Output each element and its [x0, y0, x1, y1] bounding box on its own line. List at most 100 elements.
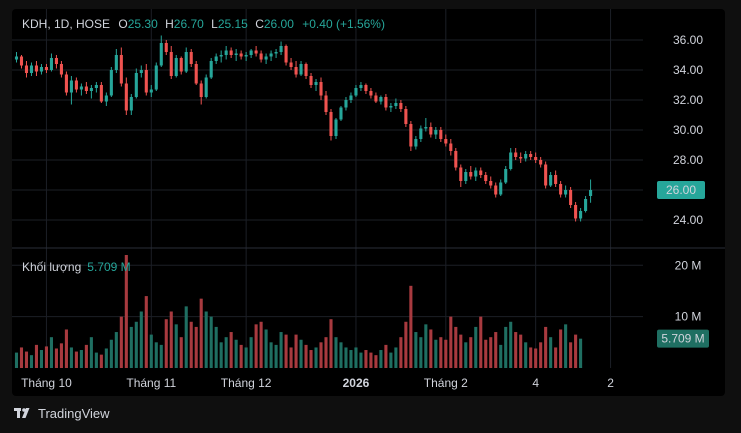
- candle-body: [489, 181, 493, 186]
- volume-bar: [294, 334, 298, 368]
- volume-bar: [419, 337, 423, 368]
- candle: [289, 58, 293, 70]
- high-label: H: [165, 17, 174, 31]
- volume-bar: [149, 334, 153, 368]
- volume-bar: [109, 339, 113, 368]
- candle: [184, 47, 188, 73]
- candle-body: [119, 55, 123, 84]
- candle: [449, 139, 453, 156]
- candle: [364, 83, 368, 94]
- volume-bar: [234, 339, 238, 368]
- volume-bar: [99, 354, 103, 368]
- volume-bar: [124, 255, 128, 368]
- candle-body: [449, 143, 453, 151]
- volume-bar: [114, 332, 118, 368]
- candle: [254, 46, 258, 57]
- candle-body: [569, 190, 573, 205]
- candle-body: [74, 80, 78, 90]
- candle: [114, 49, 118, 73]
- volume-bar: [224, 337, 228, 368]
- candle: [379, 95, 383, 105]
- candle: [249, 49, 253, 58]
- candle: [169, 46, 173, 79]
- candle: [394, 98, 398, 109]
- price-tick-label: 24.00: [673, 213, 703, 227]
- candle: [259, 50, 263, 63]
- candle-body: [244, 55, 248, 57]
- candle: [154, 62, 158, 91]
- candle: [489, 176, 493, 189]
- candle: [374, 92, 378, 103]
- candle: [319, 77, 323, 100]
- time-tick-label: Tháng 2: [424, 376, 468, 390]
- volume-bar: [514, 332, 518, 368]
- volume-bar: [424, 324, 428, 368]
- candle-body: [399, 103, 403, 109]
- candle-body: [59, 64, 63, 75]
- candle-body: [164, 43, 168, 52]
- candle: [204, 74, 208, 99]
- volume-bar: [94, 352, 98, 368]
- volume-bar: [524, 342, 528, 368]
- candle: [504, 166, 508, 184]
- candle: [424, 118, 428, 132]
- candle-body: [444, 139, 448, 144]
- volume-axis[interactable]: 20 M 10 M: [675, 258, 702, 323]
- tradingview-wordmark: TradingView: [38, 405, 110, 421]
- candle: [49, 53, 53, 72]
- candle-body: [259, 53, 263, 60]
- candle-body: [529, 154, 533, 157]
- candle-body: [359, 85, 363, 88]
- volume-bar: [544, 326, 548, 368]
- volume-bar: [274, 344, 278, 368]
- volume-bar: [189, 321, 193, 368]
- branding-footer[interactable]: TradingView: [14, 403, 110, 423]
- candle: [194, 61, 198, 85]
- volume-bar: [479, 316, 483, 368]
- low-label: L: [211, 17, 218, 31]
- candle: [444, 134, 448, 147]
- candle: [399, 100, 403, 112]
- candle-body: [219, 55, 223, 57]
- candle: [144, 64, 148, 96]
- candle-body: [174, 58, 178, 76]
- volume-bar: [339, 342, 343, 368]
- candle: [84, 82, 88, 94]
- candle: [149, 85, 153, 97]
- symbol-label[interactable]: KDH, 1D, HOSE: [22, 17, 111, 31]
- candle-body: [499, 182, 503, 195]
- volume-bar: [184, 306, 188, 368]
- candle-body: [479, 170, 483, 175]
- volume-bar: [139, 311, 143, 368]
- volume-bar: [509, 321, 513, 368]
- candle-body: [379, 97, 383, 102]
- volume-label[interactable]: Khối lượng: [22, 260, 82, 274]
- candle: [539, 157, 543, 168]
- chart-canvas[interactable]: 36.00 34.00 32.00 30.00 28.00 26.00 24.00 20 M…: [12, 9, 725, 396]
- candle-body: [374, 95, 378, 102]
- candle: [349, 92, 353, 103]
- volume-bar: [69, 347, 73, 368]
- candle-body: [334, 119, 338, 136]
- volume-bar: [19, 347, 24, 368]
- candle: [14, 52, 19, 63]
- candle: [414, 136, 418, 150]
- candle: [29, 62, 34, 76]
- candle: [304, 62, 308, 79]
- candle-body: [284, 46, 288, 63]
- candle: [34, 61, 39, 76]
- time-axis[interactable]: Tháng 10 Tháng 11 Tháng 12 2026 Tháng 2 4 2: [21, 376, 614, 390]
- candle-body: [149, 89, 153, 93]
- candle: [279, 41, 283, 55]
- candle-body: [539, 160, 543, 165]
- volume-bar: [579, 338, 583, 368]
- volume-bar: [259, 321, 263, 368]
- candle-body: [309, 76, 313, 85]
- candle: [429, 122, 433, 138]
- candle: [329, 109, 333, 141]
- candle-body: [254, 50, 258, 54]
- candle: [134, 68, 138, 99]
- volume-bar: [89, 337, 93, 368]
- candle-body: [394, 103, 398, 106]
- volume-bar: [214, 326, 218, 368]
